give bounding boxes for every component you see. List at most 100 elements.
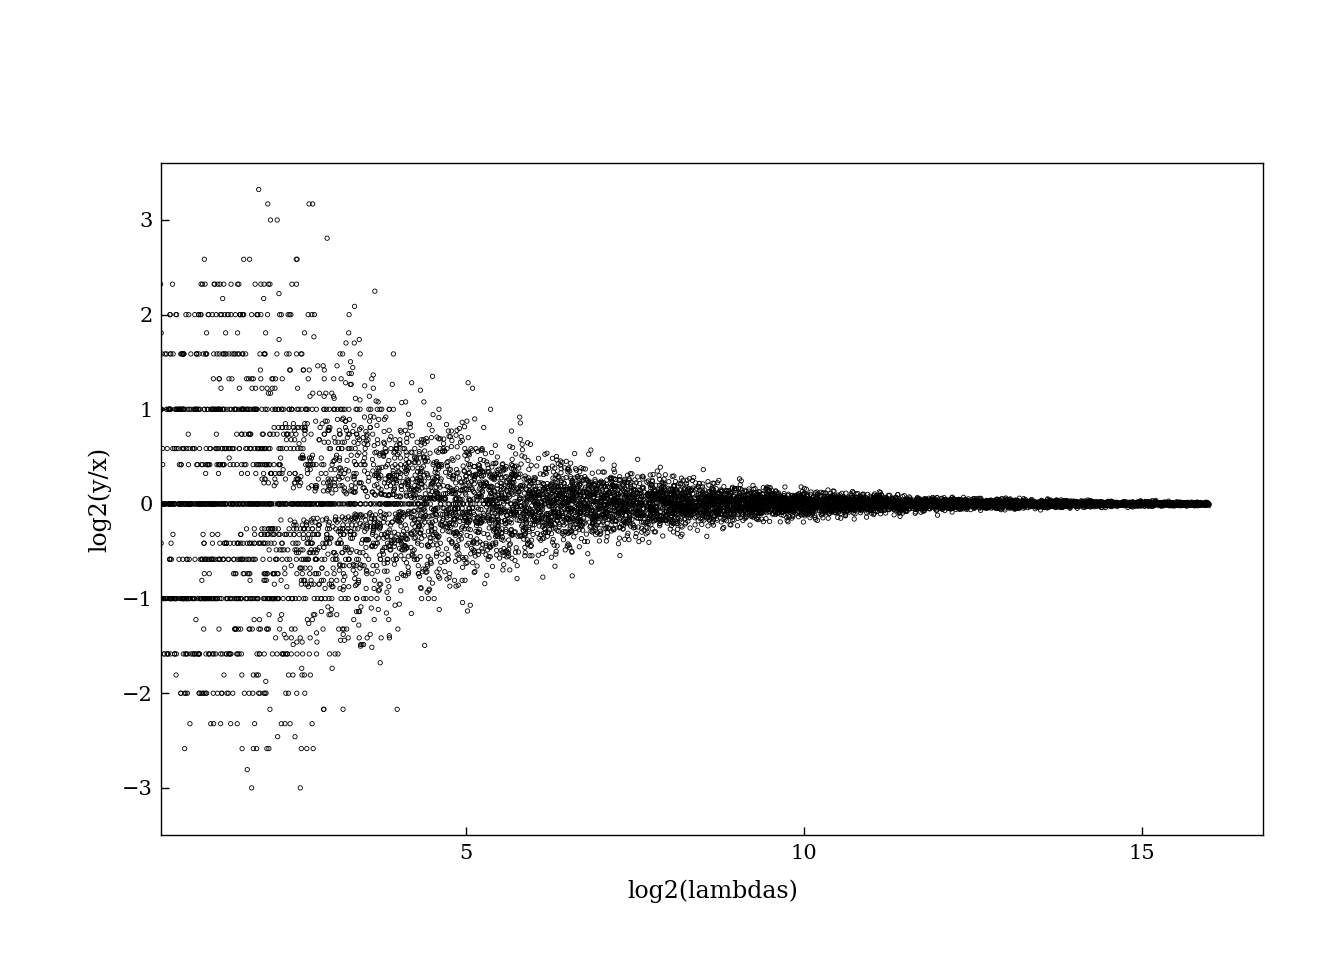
Point (993, 497, 1015, 513)
Point (774, 501, 796, 516)
Point (616, 488, 637, 503)
Point (263, 591, 285, 607)
Point (160, 552, 181, 567)
Point (821, 502, 843, 517)
Point (739, 495, 761, 511)
Point (622, 486, 644, 501)
Point (1068, 497, 1090, 513)
Point (655, 509, 676, 524)
Point (203, 716, 224, 732)
Point (926, 493, 948, 509)
Point (573, 489, 594, 504)
Point (730, 503, 751, 518)
Point (566, 488, 587, 503)
Point (883, 495, 905, 511)
Point (1126, 496, 1148, 512)
Point (1056, 496, 1078, 512)
Point (273, 496, 294, 512)
Point (212, 401, 234, 417)
Point (1054, 498, 1075, 514)
Point (375, 459, 396, 474)
Point (790, 493, 812, 509)
Point (716, 495, 738, 511)
Point (1181, 496, 1203, 512)
Point (173, 591, 195, 607)
Point (652, 474, 673, 490)
Point (829, 492, 851, 508)
Point (388, 596, 410, 612)
Point (900, 495, 922, 511)
Point (664, 500, 685, 516)
Point (1163, 496, 1184, 512)
Point (415, 431, 437, 446)
Point (961, 496, 982, 512)
Point (547, 482, 569, 497)
Point (1187, 496, 1208, 512)
Point (151, 536, 172, 551)
Point (435, 510, 457, 525)
Point (1024, 498, 1046, 514)
Point (495, 478, 516, 493)
Point (810, 498, 832, 514)
Point (887, 494, 909, 510)
Point (712, 493, 734, 509)
Point (391, 482, 413, 497)
Point (948, 496, 969, 512)
Point (1051, 500, 1073, 516)
Point (386, 552, 407, 567)
Point (425, 484, 446, 499)
Point (894, 493, 915, 509)
Point (550, 465, 571, 480)
Point (551, 526, 573, 541)
Point (503, 475, 524, 491)
Point (743, 492, 765, 508)
Point (617, 499, 638, 515)
Point (698, 491, 719, 506)
Point (945, 498, 966, 514)
Point (1085, 494, 1106, 510)
Point (446, 466, 468, 481)
Point (254, 441, 276, 456)
Point (156, 441, 177, 456)
Point (939, 495, 961, 511)
Point (821, 502, 843, 517)
Point (614, 494, 636, 510)
Point (310, 450, 332, 466)
Point (418, 539, 439, 554)
Point (1129, 496, 1150, 512)
Point (762, 487, 784, 502)
Point (335, 568, 356, 584)
Point (216, 591, 238, 607)
Point (1177, 497, 1199, 513)
Point (363, 457, 384, 472)
Point (298, 615, 320, 631)
Point (559, 482, 581, 497)
Point (868, 495, 890, 511)
Point (829, 496, 851, 512)
Point (1167, 497, 1188, 513)
Point (222, 496, 243, 512)
Point (673, 502, 695, 517)
Point (450, 435, 472, 450)
Point (891, 500, 913, 516)
Point (1125, 496, 1146, 512)
Point (1101, 497, 1122, 513)
Point (434, 564, 456, 580)
Point (196, 685, 218, 701)
Point (497, 545, 519, 561)
Point (317, 422, 339, 438)
Point (341, 511, 363, 526)
Point (703, 491, 724, 506)
Point (1025, 495, 1047, 511)
Point (245, 591, 266, 607)
Point (465, 514, 487, 529)
Point (667, 503, 688, 518)
Point (587, 481, 609, 496)
Point (503, 466, 524, 481)
Point (691, 491, 712, 506)
Point (606, 490, 628, 505)
Point (595, 519, 617, 535)
Point (426, 529, 448, 544)
Point (425, 500, 446, 516)
Point (433, 441, 454, 456)
